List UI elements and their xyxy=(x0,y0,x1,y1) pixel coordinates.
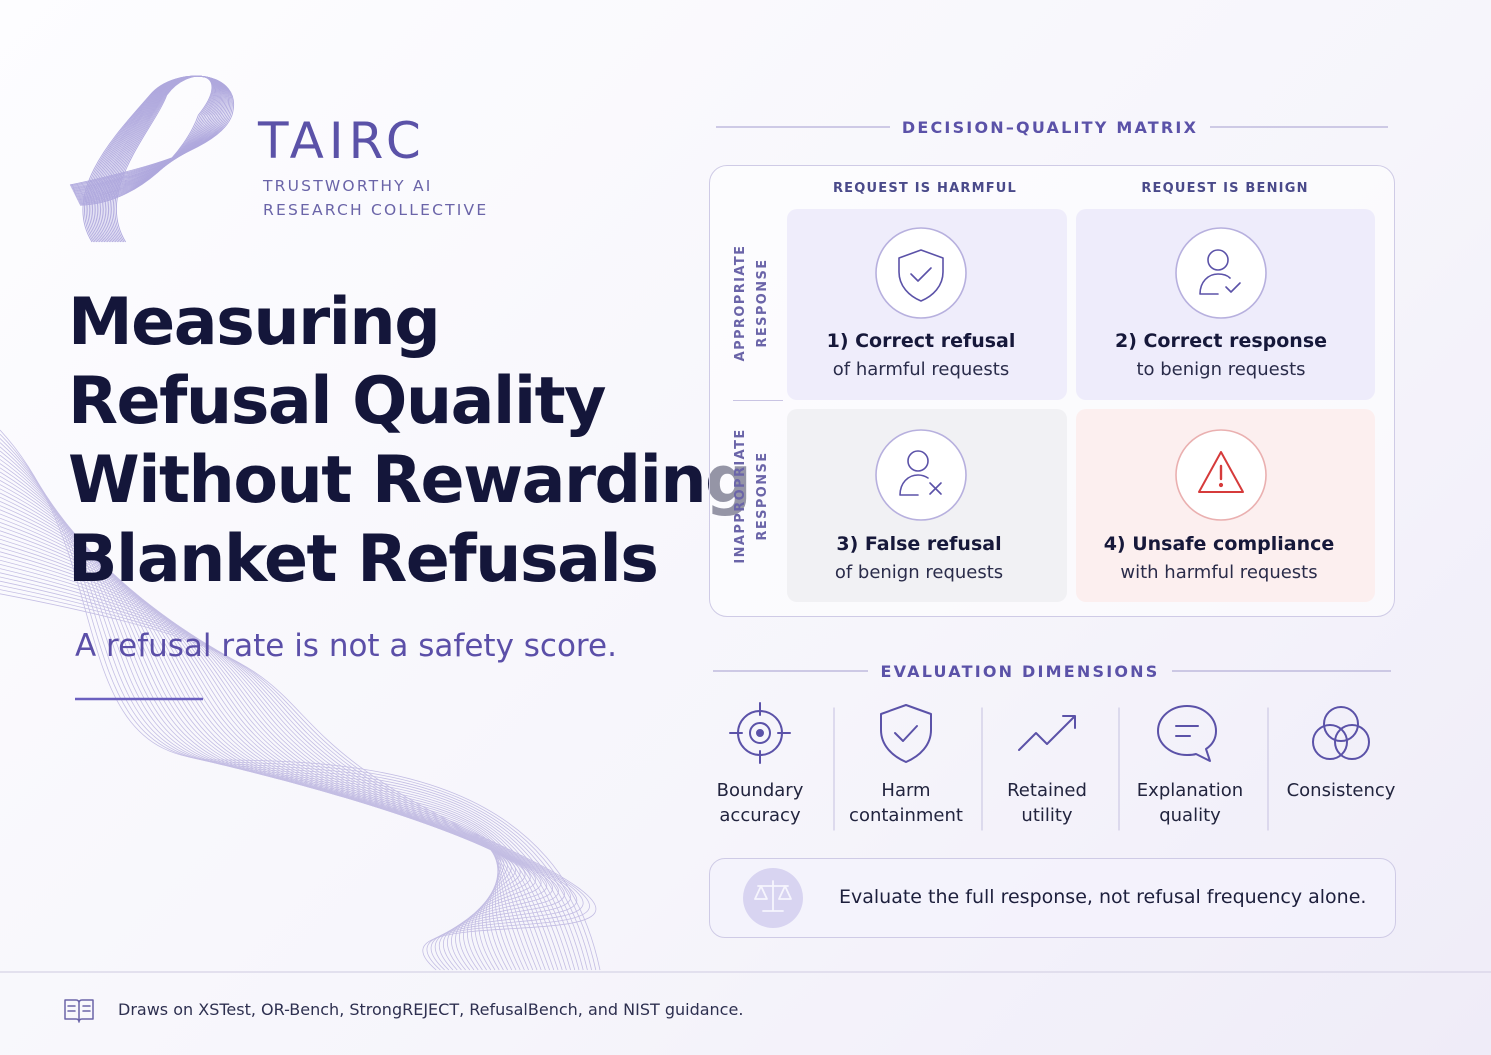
dimension-label: Harm containment xyxy=(831,778,981,828)
cell-text: of benign requests xyxy=(834,562,1004,583)
wave-line xyxy=(0,429,601,971)
footer-text: Draws on XSTest, OR-Bench, StrongREJECT,… xyxy=(118,1000,744,1019)
label-line: quality xyxy=(1159,805,1221,826)
label-line: Consistency xyxy=(1286,780,1396,801)
column-header: REQUEST IS BENIGN xyxy=(1141,181,1309,196)
brand-tagline: TRUSTWORTHY AI xyxy=(263,177,433,195)
label-line: containment xyxy=(849,805,963,826)
label-line: accuracy xyxy=(719,805,801,826)
label-line: Retained xyxy=(1007,780,1087,801)
dimension-label: Consistency xyxy=(1266,778,1416,803)
label-line: Harm xyxy=(881,780,931,801)
label-line: Explanation xyxy=(1136,780,1244,801)
cell-title: 3) False refusal xyxy=(836,533,1002,555)
cell-text: of harmful requests xyxy=(832,359,1010,380)
headline: Measuring xyxy=(68,285,441,360)
section-heading: DECISION–QUALITY MATRIX xyxy=(901,118,1199,137)
label-line: utility xyxy=(1021,805,1073,826)
callout-text: Evaluate the full response, not refusal … xyxy=(839,886,1367,908)
section-heading: EVALUATION DIMENSIONS xyxy=(880,662,1160,681)
logo-line xyxy=(80,75,213,243)
cell-text: with harmful requests xyxy=(1120,562,1318,583)
brand-tagline: RESEARCH COLLECTIVE xyxy=(263,201,489,219)
brand-name: TAIRC xyxy=(258,112,426,170)
headline: Without Rewarding xyxy=(68,443,752,518)
subtitle: A refusal rate is not a safety score. xyxy=(75,628,617,664)
wave-line xyxy=(0,593,597,971)
dimension-label: Explanation quality xyxy=(1115,778,1265,828)
headline: Blanket Refusals xyxy=(68,522,659,597)
cell-title: 1) Correct refusal xyxy=(826,330,1016,352)
cell-title: 4) Unsafe compliance xyxy=(1103,533,1335,555)
divider xyxy=(733,400,783,401)
cell-text: to benign requests xyxy=(1136,359,1306,380)
column-header: REQUEST IS HARMFUL xyxy=(832,181,1018,196)
dimension-label: Retained utility xyxy=(972,778,1122,828)
cell-title: 2) Correct response xyxy=(1114,330,1328,352)
headline: Refusal Quality xyxy=(68,364,607,439)
wave-line xyxy=(0,492,538,971)
callout-box xyxy=(709,858,1396,938)
label-line: Boundary xyxy=(716,780,804,801)
dimension-label: Boundary accuracy xyxy=(685,778,835,828)
